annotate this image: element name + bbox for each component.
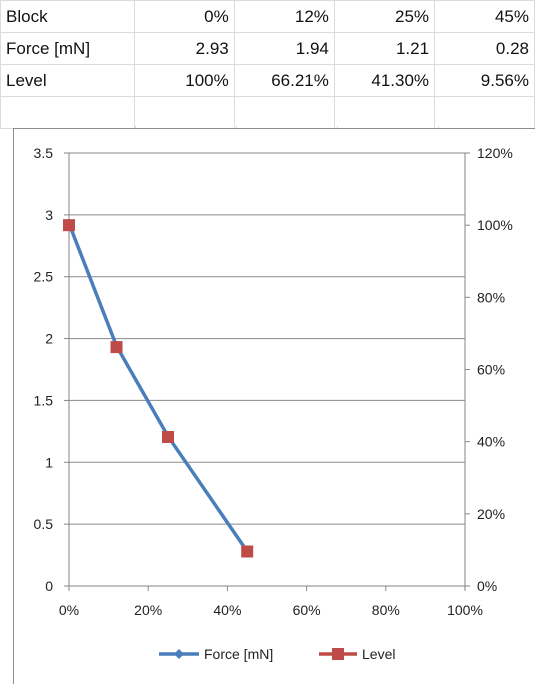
x-tick-label: 20% [134,602,162,618]
row-label[interactable]: Block [0,0,135,33]
cell[interactable]: 0.28 [434,32,535,65]
cell[interactable]: 41.30% [333,64,436,97]
y-right-tick-label: 120% [477,145,513,161]
y-left-tick-label: 0.5 [34,516,54,532]
x-tick-label: 40% [213,602,241,618]
cell[interactable]: 1.94 [233,32,335,65]
table-row [0,96,535,129]
y-left-tick-label: 1 [45,454,53,470]
chart-object[interactable]: 0 0.5 1 1.5 2 2.5 3 3.5 0% 20% 40% 60% 80% 100% 120% 0%… [13,128,535,684]
data-table: Block 0% 12% 25% 45% Force [mN] 2.93 1.9… [0,0,535,129]
series-line-force [67,222,249,553]
y-right-tick-label: 80% [477,289,505,305]
cell[interactable]: 1.21 [333,32,436,65]
y-right-tick-label: 0% [477,578,497,594]
legend-marker-level [332,648,344,660]
x-tick-label: 0% [59,602,79,618]
y-left-tick-label: 3.5 [34,145,54,161]
table-row: Force [mN] 2.93 1.94 1.21 0.28 [0,32,535,65]
cell[interactable]: 45% [434,0,535,33]
level-point [162,430,174,443]
table-row: Block 0% 12% 25% 45% [0,0,535,33]
y-right-tick-label: 20% [477,506,505,522]
level-point [110,341,123,354]
x-tick-label: 80% [372,602,400,618]
y-left-tick-label: 3 [45,207,53,223]
line-chart: 0 0.5 1 1.5 2 2.5 3 3.5 0% 20% 40% 60% 80% 100% 120% 0%… [34,145,513,662]
cell[interactable] [434,96,535,129]
y-left-tick-label: 2 [45,331,53,347]
row-label[interactable]: Level [0,64,135,97]
legend-marker-force [174,649,184,659]
y-left-tick-label: 1.5 [34,392,54,408]
row-label[interactable]: Force [mN] [0,32,135,65]
cell[interactable] [333,96,436,129]
y-right-tick-label: 60% [477,362,505,378]
x-tick-label: 60% [293,602,321,618]
cell[interactable]: 0% [133,0,235,33]
cell[interactable] [0,96,135,129]
y-left-tick-label: 0 [45,578,53,594]
y-right-tick-label: 40% [477,434,505,450]
x-tick-label: 100% [447,602,483,618]
table-row: Level 100% 66.21% 41.30% 9.56% [0,64,535,97]
cell[interactable]: 25% [333,0,436,33]
cell[interactable]: 9.56% [434,64,535,97]
cell[interactable]: 100% [133,64,235,97]
cell[interactable]: 66.21% [233,64,335,97]
cell[interactable]: 2.93 [133,32,235,65]
y-left-tick-label: 2.5 [34,269,54,285]
legend-label-force: Force [mN] [204,646,273,662]
cell[interactable] [233,96,335,129]
y-right-tick-label: 100% [477,217,513,233]
cell[interactable] [133,96,235,129]
level-point [63,219,75,232]
legend-label-level: Level [362,646,395,662]
cell[interactable]: 12% [233,0,335,33]
level-point [241,545,254,558]
